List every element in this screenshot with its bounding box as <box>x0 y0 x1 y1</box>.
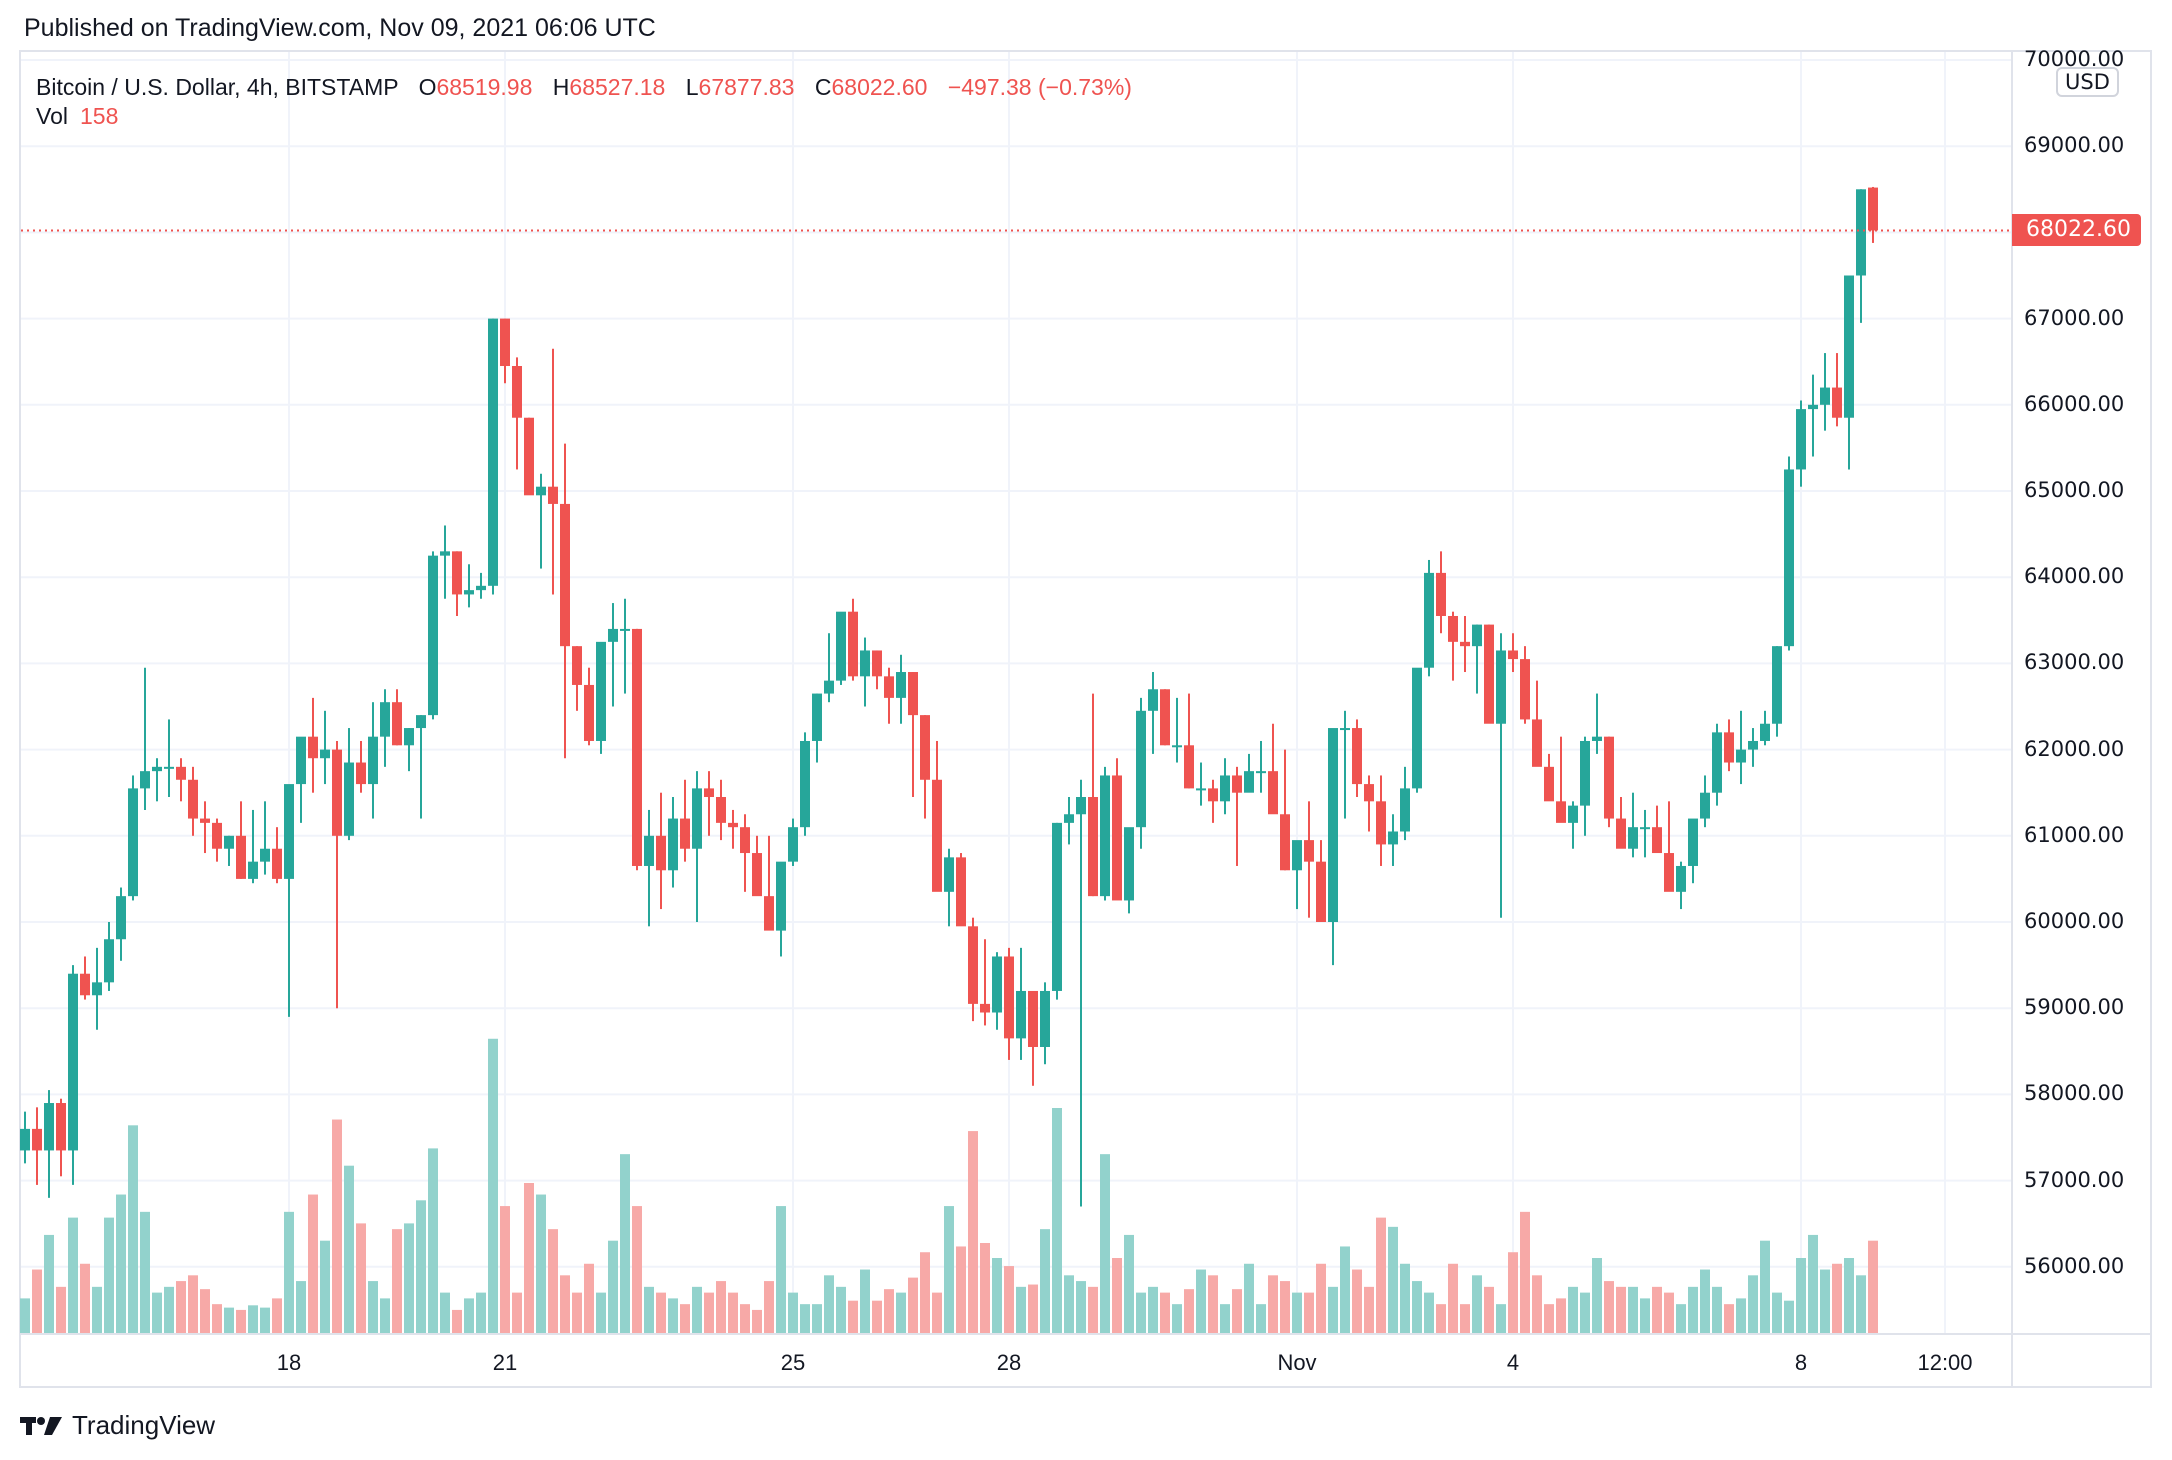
time-tick-label: 12:00 <box>1917 1350 1973 1375</box>
price-tick-label: 63000.00 <box>2024 650 2125 675</box>
price-tick-label: 64000.00 <box>2024 564 2125 589</box>
last-price-tag: 68022.60 <box>2012 214 2141 247</box>
low-label: L <box>685 74 699 100</box>
volume-value: 158 <box>79 103 119 129</box>
price-tick-label: 62000.00 <box>2024 736 2125 761</box>
price-tick-label: 66000.00 <box>2024 391 2125 416</box>
price-tick-label: 58000.00 <box>2024 1081 2125 1106</box>
price-tick-label: 69000.00 <box>2024 133 2125 158</box>
high-value: 68527.18 <box>569 74 666 100</box>
time-tick-label: Nov <box>1277 1350 1317 1375</box>
price-tick-label: 59000.00 <box>2024 995 2125 1020</box>
time-tick-label: 28 <box>996 1350 1022 1375</box>
tradingview-brand[interactable]: TradingView <box>20 1410 215 1441</box>
time-tick-label: 8 <box>1794 1350 1808 1375</box>
price-tick-label: 61000.00 <box>2024 822 2125 847</box>
price-tick-label: 60000.00 <box>2024 909 2125 933</box>
time-tick-label: 25 <box>780 1350 806 1375</box>
candles <box>20 186 1878 1207</box>
volume-bars <box>20 1038 1878 1333</box>
symbol-title: Bitcoin / U.S. Dollar, 4h, BITSTAMP <box>36 74 399 100</box>
price-tick-label: 65000.00 <box>2024 478 2125 502</box>
price-tick-label: 67000.00 <box>2024 305 2125 330</box>
low-value: 67877.83 <box>698 74 795 100</box>
time-tick-label: 4 <box>1506 1350 1520 1375</box>
grid-lines <box>21 52 2012 1334</box>
currency-badge[interactable]: USD <box>2056 67 2119 97</box>
price-tick-label: 56000.00 <box>2024 1253 2125 1278</box>
price-tick-label: 57000.00 <box>2024 1167 2125 1192</box>
open-value: 68519.98 <box>436 74 533 100</box>
brand-name: TradingView <box>72 1410 216 1440</box>
ohlc-legend: Bitcoin / U.S. Dollar, 4h, BITSTAMP O685… <box>36 70 1132 104</box>
volume-legend: Vol 158 <box>36 103 118 130</box>
time-tick-label: 18 <box>276 1350 302 1375</box>
published-caption: Published on TradingView.com, Nov 09, 20… <box>24 14 656 42</box>
chart-frame <box>19 50 2152 1388</box>
close-label: C <box>814 74 832 100</box>
high-label: H <box>552 74 570 100</box>
time-tick-label: 21 <box>492 1350 518 1375</box>
close-value: 68022.60 <box>831 74 928 100</box>
tradingview-logo-icon <box>20 1416 62 1435</box>
volume-label: Vol <box>36 103 68 129</box>
open-label: O <box>418 74 437 100</box>
change-value: −497.38 (−0.73%) <box>947 74 1132 100</box>
